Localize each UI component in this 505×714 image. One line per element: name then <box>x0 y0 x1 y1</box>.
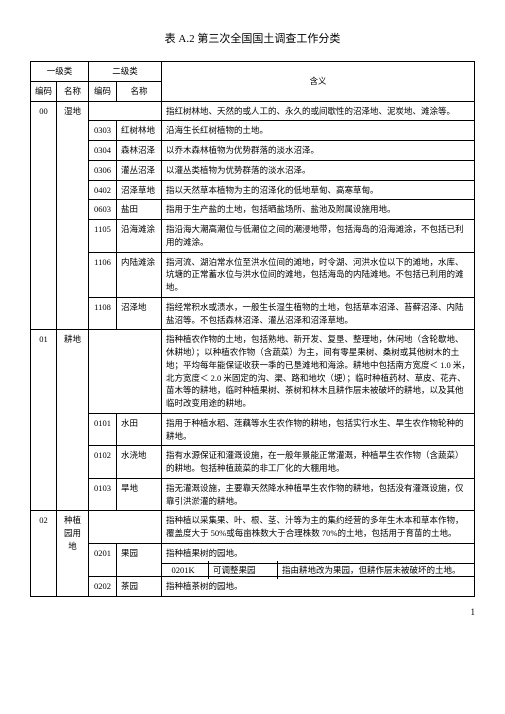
name1-00: 湿地 <box>57 101 89 330</box>
meaning-02: 指种植以采集果、叶、根、茎、汁等为主的集约经营的多年生木本和草本作物，覆盖度大于… <box>162 511 475 544</box>
code2-1108: 1108 <box>89 297 117 330</box>
name2-0304: 森林沼泽 <box>117 141 162 161</box>
meaning-0603: 指用于生产盐的土地，包括晒盐场所、盐池及附属设施用地。 <box>162 200 475 220</box>
meaning-0102: 指有水源保证和灌溉设施，在一般年景能正常灌溉，种植旱生农作物（含蔬菜）的耕地。包… <box>162 446 475 479</box>
meaning-01: 指种植农作物的土地，包括熟地、新开发、复垦、整理地，休闲地（含轮歇地、休耕地）；… <box>162 330 475 414</box>
name2-0603: 盐田 <box>117 200 162 220</box>
page-number: 1 <box>30 607 475 617</box>
meaning-0306: 以灌丛类植物为优势群落的淡水沼泽。 <box>162 160 475 180</box>
code2-0303: 0303 <box>89 121 117 141</box>
meaning-00: 指红树林地、天然的或人工的、永久的或间歇性的沼泽地、泥炭地、滩涂等。 <box>162 101 475 121</box>
code2-0202: 0202 <box>89 577 117 597</box>
page-title: 表 A.2 第三次全国国土调查工作分类 <box>30 30 475 46</box>
header-cat1: 一级类 <box>31 62 89 82</box>
name2-0101: 水田 <box>117 413 162 446</box>
name2-0303: 红树林地 <box>117 121 162 141</box>
code2-0201: 0201 <box>89 543 117 577</box>
code1-01: 01 <box>31 330 57 511</box>
classification-table: 一级类 二级类 含义 编码 名称 编码 名称 00 湿地 指红树林地、天然的或人… <box>30 61 475 597</box>
name2-0202: 茶园 <box>117 577 162 597</box>
header-code2: 编码 <box>89 81 117 101</box>
name2-0201: 果园 <box>117 543 162 577</box>
code1-00: 00 <box>31 101 57 330</box>
meaning-0202: 指种植茶树的园地。 <box>162 577 475 597</box>
code2-0101: 0101 <box>89 413 117 446</box>
code2-0603: 0603 <box>89 200 117 220</box>
name1-02: 种植园用地 <box>57 511 89 597</box>
meaning-0304: 以乔木森林植物为优势群落的淡水沼泽。 <box>162 141 475 161</box>
name2-0306: 灌丛沼泽 <box>117 160 162 180</box>
meaning-0402: 指以天然草本植物为主的沼泽化的低地草甸、高寒草甸。 <box>162 180 475 200</box>
meaning-1105: 指沿海大潮高潮位与低潮位之间的潮浸地带，包括海岛的沿海滩涂，不包括已利用的滩涂。 <box>162 220 475 253</box>
name1-01: 耕地 <box>57 330 89 511</box>
header-code1: 编码 <box>31 81 57 101</box>
code2-0306: 0306 <box>89 160 117 180</box>
code2-0402: 0402 <box>89 180 117 200</box>
code2-1105: 1105 <box>89 220 117 253</box>
name2-0402: 沼泽草地 <box>117 180 162 200</box>
code2-1106: 1106 <box>89 252 117 297</box>
header-meaning: 含义 <box>162 62 475 102</box>
name2-1108: 沼泽地 <box>117 297 162 330</box>
header-name1: 名称 <box>57 81 89 101</box>
code2-0103: 0103 <box>89 478 117 511</box>
header-name2: 名称 <box>117 81 162 101</box>
code2-0304: 0304 <box>89 141 117 161</box>
meaning-1108: 指经常积水或渍水，一般生长湿生植物的土地，包括草本沼泽、苔藓沼泽、内陆盐沼等。不… <box>162 297 475 330</box>
header-cat2: 二级类 <box>89 62 162 82</box>
meaning-0303: 沿海生长红树植物的土地。 <box>162 121 475 141</box>
meaning-0103: 指无灌溉设施，主要靠天然降水种植旱生农作物的耕地，包括没有灌溉设施，仅靠引洪淤灌… <box>162 478 475 511</box>
name2-1105: 沿海滩涂 <box>117 220 162 253</box>
meaning-1106: 指河流、湖泊常水位至洪水位间的滩地，时令湖、河洪水位以下的滩地，水库、坑塘的正常… <box>162 252 475 297</box>
code2-0102: 0102 <box>89 446 117 479</box>
name2-1106: 内陆滩涂 <box>117 252 162 297</box>
name2-0103: 旱地 <box>117 478 162 511</box>
code1-02: 02 <box>31 511 57 597</box>
meaning-0101: 指用于种植水稻、莲藕等水生农作物的耕地，包括实行水生、旱生农作物轮种的耕地。 <box>162 413 475 446</box>
name2-0102: 水浇地 <box>117 446 162 479</box>
